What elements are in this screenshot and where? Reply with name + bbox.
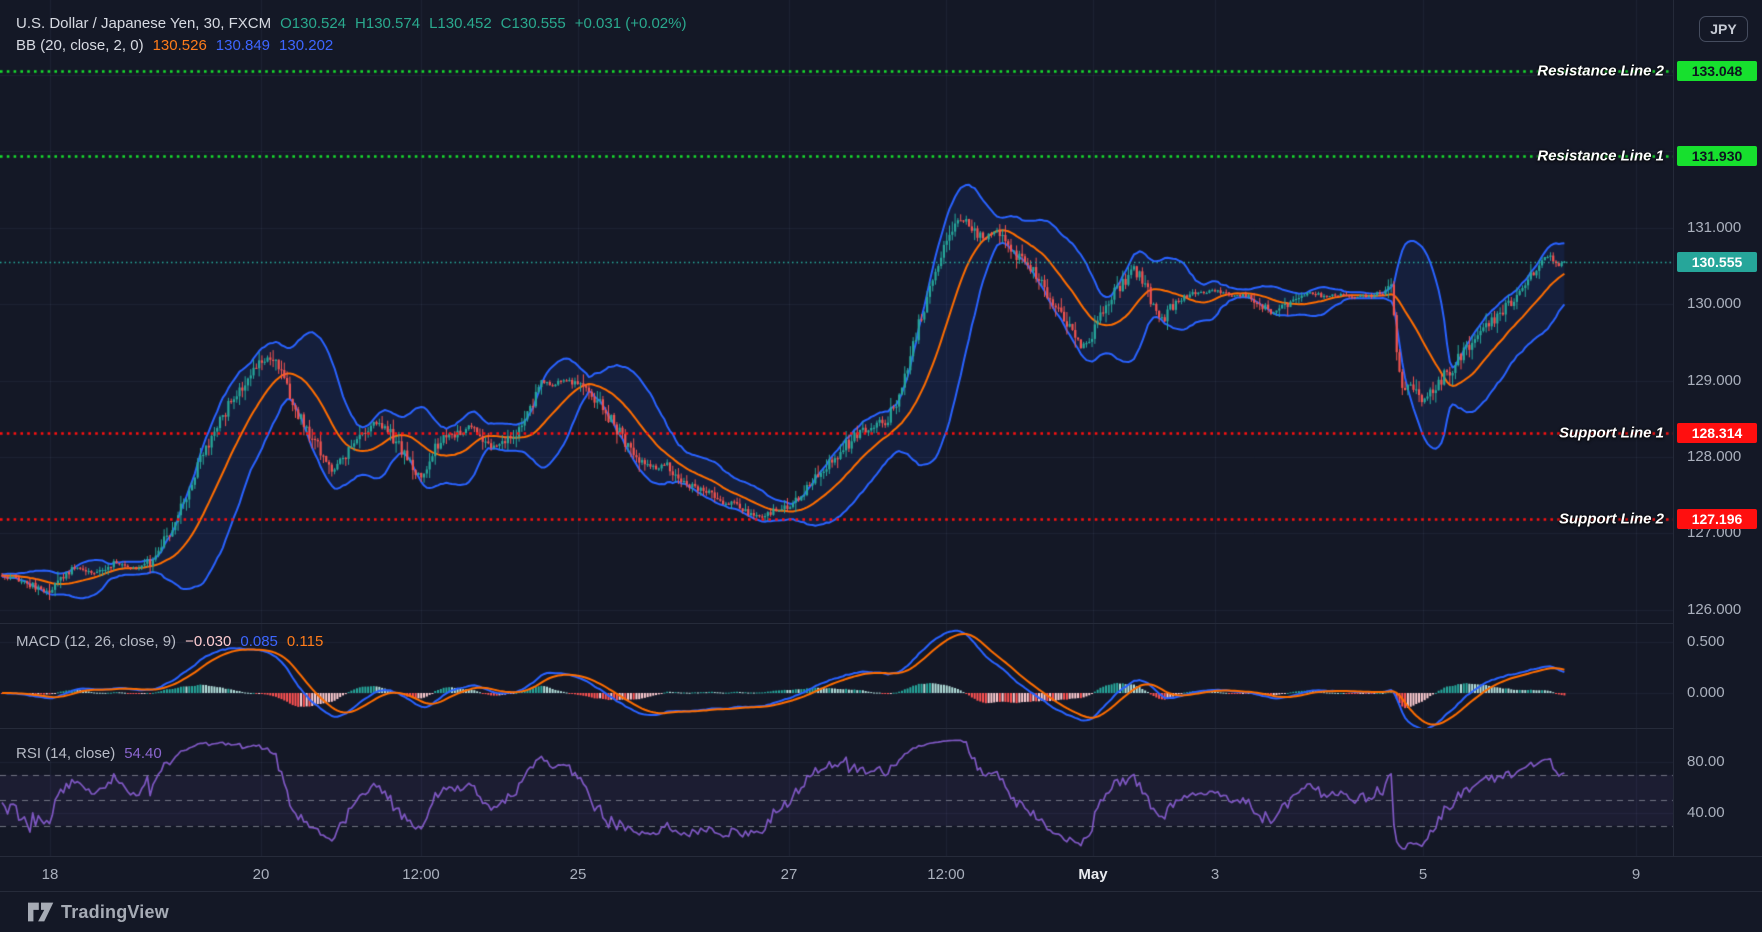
time-tick-label: 3 [1211, 866, 1219, 883]
price-tick-label: 129.000 [1687, 372, 1741, 390]
footer-bar: TradingView [0, 892, 1762, 932]
macd-tick-label: 0.000 [1687, 684, 1725, 702]
time-tick-label: 20 [253, 866, 270, 883]
bb-basis-value: 130.526 [153, 37, 207, 54]
level-price-chip: 133.048 [1677, 61, 1757, 81]
price-tick-label: 128.000 [1687, 448, 1741, 466]
level-price-chip: 128.314 [1677, 423, 1757, 443]
price-tick-label: 131.000 [1687, 219, 1741, 237]
macd-title[interactable]: MACD (12, 26, close, 9) [16, 633, 176, 650]
symbol-legend: U.S. Dollar / Japanese Yen, 30, FXCM O13… [16, 15, 686, 32]
time-tick-label: 12:00 [927, 866, 965, 883]
time-tick-label: 12:00 [402, 866, 440, 883]
pane-divider-rsi[interactable] [0, 728, 1762, 729]
pane-divider-macd[interactable] [0, 623, 1762, 624]
time-tick-label: 5 [1419, 866, 1427, 883]
level-price-chip: 127.196 [1677, 509, 1757, 529]
rsi-tick-label: 80.00 [1687, 753, 1725, 771]
price-change: +0.031 (+0.02%) [575, 15, 687, 32]
time-tick-label: 25 [570, 866, 587, 883]
time-tick-label: 27 [781, 866, 798, 883]
level-name-label[interactable]: Support Line 2 [1559, 510, 1664, 527]
time-tick-label: 18 [42, 866, 59, 883]
macd-signal-value: 0.115 [287, 633, 323, 650]
bb-title[interactable]: BB (20, close, 2, 0) [16, 37, 144, 54]
time-tick-label: May [1078, 866, 1107, 883]
price-tick-label: 130.000 [1687, 295, 1741, 313]
level-name-label[interactable]: Support Line 1 [1559, 424, 1664, 441]
level-name-label[interactable]: Resistance Line 1 [1537, 148, 1664, 165]
ohlc-low: L130.452 [429, 15, 492, 32]
tradingview-logo[interactable]: TradingView [28, 901, 169, 923]
tradingview-logo-icon [28, 901, 54, 923]
rsi-legend: RSI (14, close) 54.40 [16, 745, 162, 762]
macd-line-value: 0.085 [240, 633, 278, 650]
rsi-tick-label: 40.00 [1687, 804, 1725, 822]
bb-lower-value: 130.202 [279, 37, 333, 54]
level-name-label[interactable]: Resistance Line 2 [1537, 62, 1664, 79]
time-tick-label: 9 [1632, 866, 1640, 883]
bb-legend: BB (20, close, 2, 0) 130.526 130.849 130… [16, 37, 333, 54]
bb-upper-value: 130.849 [216, 37, 270, 54]
trading-chart-app: U.S. Dollar / Japanese Yen, 30, FXCM O13… [0, 0, 1762, 932]
time-axis[interactable]: 18 20 12:00 25 27 12:00 May 3 5 9 [0, 857, 1762, 891]
last-price-chip: 130.555 [1677, 252, 1757, 272]
currency-button[interactable]: JPY [1699, 16, 1748, 42]
ohlc-high: H130.574 [355, 15, 420, 32]
macd-tick-label: 0.500 [1687, 633, 1725, 651]
price-tick-label: 126.000 [1687, 601, 1741, 619]
ohlc-open: O130.524 [280, 15, 346, 32]
level-price-chip: 131.930 [1677, 146, 1757, 166]
rsi-title[interactable]: RSI (14, close) [16, 745, 115, 762]
macd-hist-value: −0.030 [185, 633, 231, 650]
macd-legend: MACD (12, 26, close, 9) −0.030 0.085 0.1… [16, 633, 323, 650]
tradingview-logo-text: TradingView [61, 902, 169, 923]
ohlc-close: C130.555 [501, 15, 566, 32]
symbol-title[interactable]: U.S. Dollar / Japanese Yen, 30, FXCM [16, 15, 271, 32]
rsi-value: 54.40 [124, 745, 162, 762]
